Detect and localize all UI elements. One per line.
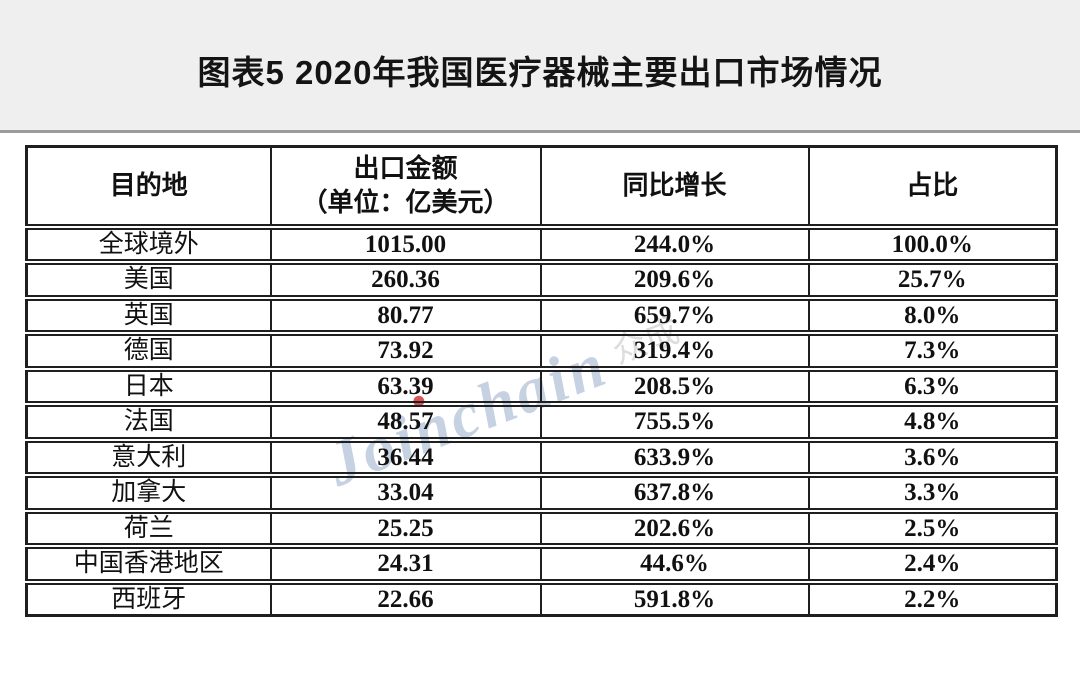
- export-table-section: Joinchain众成 目的地 出口金额 （单位：亿美元） 同比增长 占比: [25, 145, 1058, 617]
- table-row: 荷兰 25.25 202.6% 2.5%: [25, 510, 1058, 549]
- table-row: 中国香港地区 24.31 44.6% 2.4%: [25, 546, 1058, 585]
- cell-yoy: 208.5%: [539, 368, 810, 407]
- title-band: 图表5 2020年我国医疗器械主要出口市场情况: [0, 0, 1080, 133]
- cell-share: 3.3%: [807, 475, 1058, 514]
- cell-amount: 33.04: [269, 475, 542, 514]
- col-header-yoy-growth: 同比增长: [539, 145, 810, 230]
- cell-amount: 1015.00: [269, 226, 542, 265]
- cell-destination: 德国: [25, 333, 272, 372]
- col-header-unit: （单位：亿美元）: [301, 187, 510, 217]
- cell-destination: 荷兰: [25, 510, 272, 549]
- cell-share: 2.4%: [807, 546, 1058, 585]
- cell-yoy: 637.8%: [539, 475, 810, 514]
- cell-share: 2.2%: [807, 581, 1058, 617]
- cell-share: 6.3%: [807, 368, 1058, 407]
- cell-yoy: 755.5%: [539, 404, 810, 443]
- cell-destination: 英国: [25, 297, 272, 336]
- table-row: 英国 80.77 659.7% 8.0%: [25, 297, 1058, 336]
- cell-amount: 25.25: [269, 510, 542, 549]
- table-row: 全球境外 1015.00 244.0% 100.0%: [25, 226, 1058, 265]
- cell-share: 8.0%: [807, 297, 1058, 336]
- col-header-share: 占比: [807, 145, 1058, 230]
- cell-yoy: 209.6%: [539, 262, 810, 301]
- cell-destination: 中国香港地区: [25, 546, 272, 585]
- table-row: 加拿大 33.04 637.8% 3.3%: [25, 475, 1058, 514]
- cell-share: 25.7%: [807, 262, 1058, 301]
- cell-yoy: 244.0%: [539, 226, 810, 265]
- table-row: 日本 63.39 208.5% 6.3%: [25, 368, 1058, 407]
- table-row: 德国 73.92 319.4% 7.3%: [25, 333, 1058, 372]
- cell-amount: 48.57: [269, 404, 542, 443]
- page-title: 图表5 2020年我国医疗器械主要出口市场情况: [197, 54, 883, 91]
- cell-amount: 63.39: [269, 368, 542, 407]
- col-header-label: 目的地: [109, 170, 188, 200]
- table-row: 意大利 36.44 633.9% 3.6%: [25, 439, 1058, 478]
- cell-share: 7.3%: [807, 333, 1058, 372]
- cell-destination: 意大利: [25, 439, 272, 478]
- col-header-label: 占比: [906, 170, 959, 200]
- cell-yoy: 202.6%: [539, 510, 810, 549]
- cell-amount: 260.36: [269, 262, 542, 301]
- cell-amount: 24.31: [269, 546, 542, 585]
- cell-destination: 西班牙: [25, 581, 272, 617]
- col-header-destination: 目的地: [25, 145, 272, 230]
- cell-share: 2.5%: [807, 510, 1058, 549]
- cell-amount: 22.66: [269, 581, 542, 617]
- col-header-label: 同比增长: [622, 170, 727, 200]
- cell-yoy: 633.9%: [539, 439, 810, 478]
- cell-share: 100.0%: [807, 226, 1058, 265]
- cell-amount: 36.44: [269, 439, 542, 478]
- cell-share: 3.6%: [807, 439, 1058, 478]
- cell-destination: 美国: [25, 262, 272, 301]
- col-header-label: 出口金额: [353, 153, 458, 183]
- cell-destination: 全球境外: [25, 226, 272, 265]
- export-market-table: 目的地 出口金额 （单位：亿美元） 同比增长 占比 全球境外 1015.00 2…: [25, 145, 1058, 617]
- cell-destination: 法国: [25, 404, 272, 443]
- table-row: 法国 48.57 755.5% 4.8%: [25, 404, 1058, 443]
- cell-share: 4.8%: [807, 404, 1058, 443]
- cell-yoy: 591.8%: [539, 581, 810, 617]
- header-row: 目的地 出口金额 （单位：亿美元） 同比增长 占比: [25, 145, 1058, 230]
- table-row: 西班牙 22.66 591.8% 2.2%: [25, 581, 1058, 617]
- cell-yoy: 44.6%: [539, 546, 810, 585]
- cell-destination: 加拿大: [25, 475, 272, 514]
- cell-yoy: 319.4%: [539, 333, 810, 372]
- cell-amount: 73.92: [269, 333, 542, 372]
- cell-yoy: 659.7%: [539, 297, 810, 336]
- table-row: 美国 260.36 209.6% 25.7%: [25, 262, 1058, 301]
- cell-amount: 80.77: [269, 297, 542, 336]
- cell-destination: 日本: [25, 368, 272, 407]
- col-header-export-amount: 出口金额 （单位：亿美元）: [269, 145, 542, 230]
